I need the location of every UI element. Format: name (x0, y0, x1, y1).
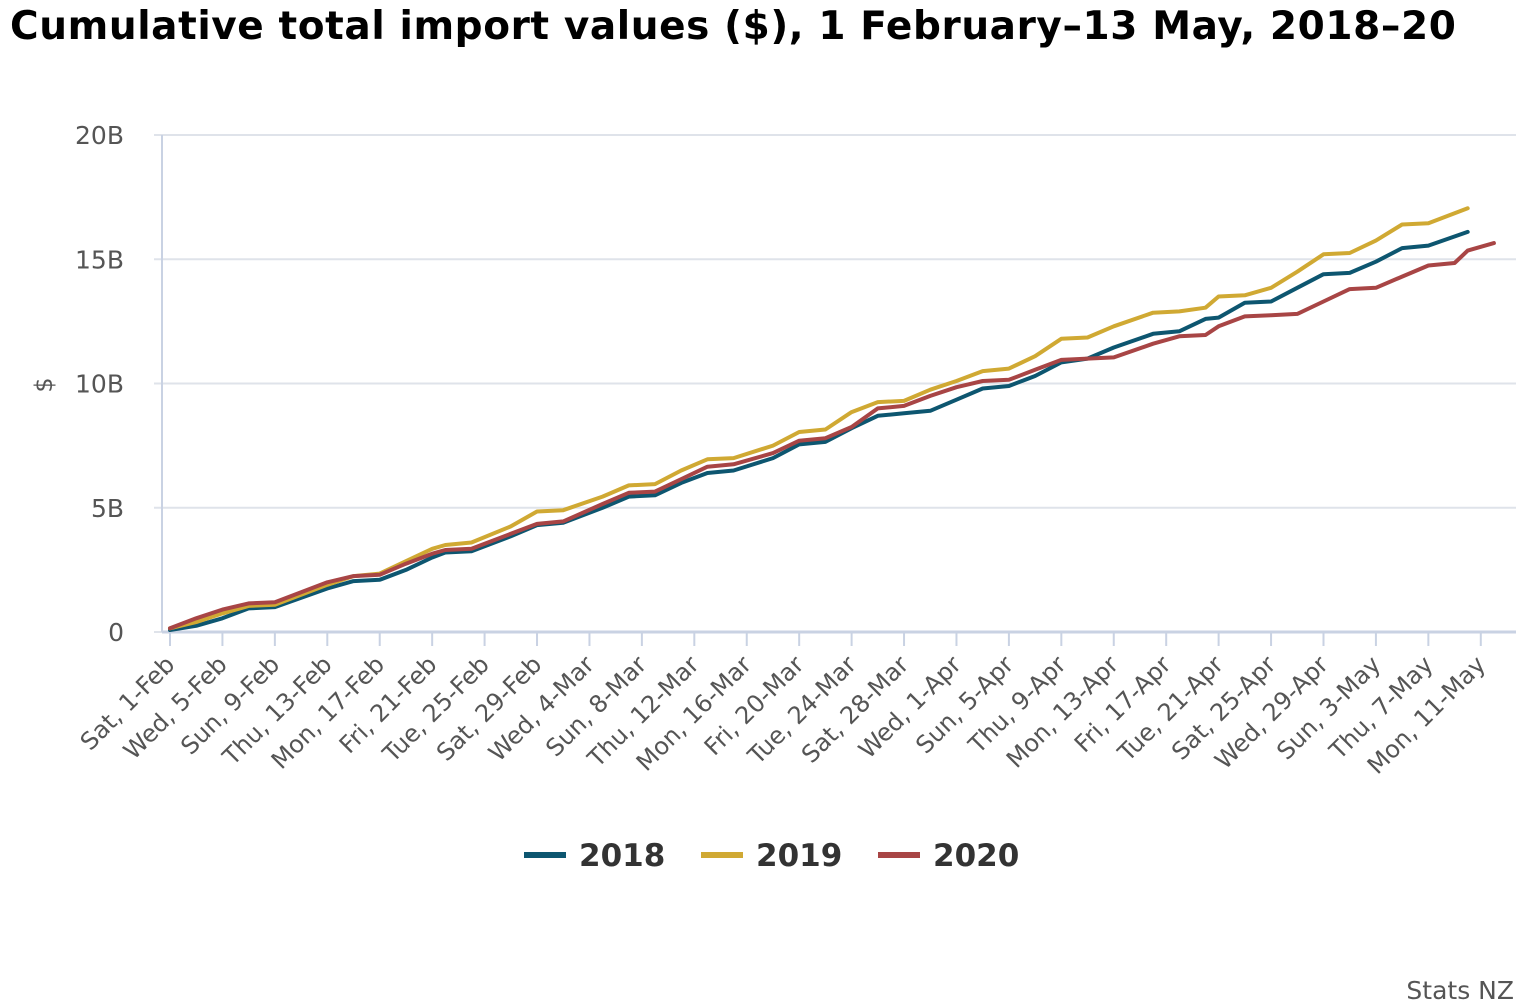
legend: 2018 2019 2020 (524, 838, 1019, 874)
gridlines (162, 134, 1516, 509)
legend-label-2019: 2019 (756, 838, 842, 874)
series-lines (168, 206, 1496, 632)
series-line-2019 (168, 206, 1470, 631)
legend-label-2020: 2020 (933, 838, 1019, 874)
y-tick-label: 10B (75, 370, 124, 399)
chart-title: Cumulative total import values ($), 1 Fe… (10, 4, 1457, 49)
y-tick-label: 5B (91, 494, 124, 523)
legend-label-2018: 2018 (579, 838, 665, 874)
series-line-2018 (168, 229, 1470, 632)
y-tick-label: 0 (108, 618, 124, 647)
series-line-2020 (168, 241, 1496, 631)
y-axis-label: $ (30, 377, 58, 392)
source-credit: Stats NZ (1406, 976, 1514, 1005)
y-tick-label: 20B (75, 121, 124, 150)
y-tick-label: 15B (75, 245, 124, 274)
